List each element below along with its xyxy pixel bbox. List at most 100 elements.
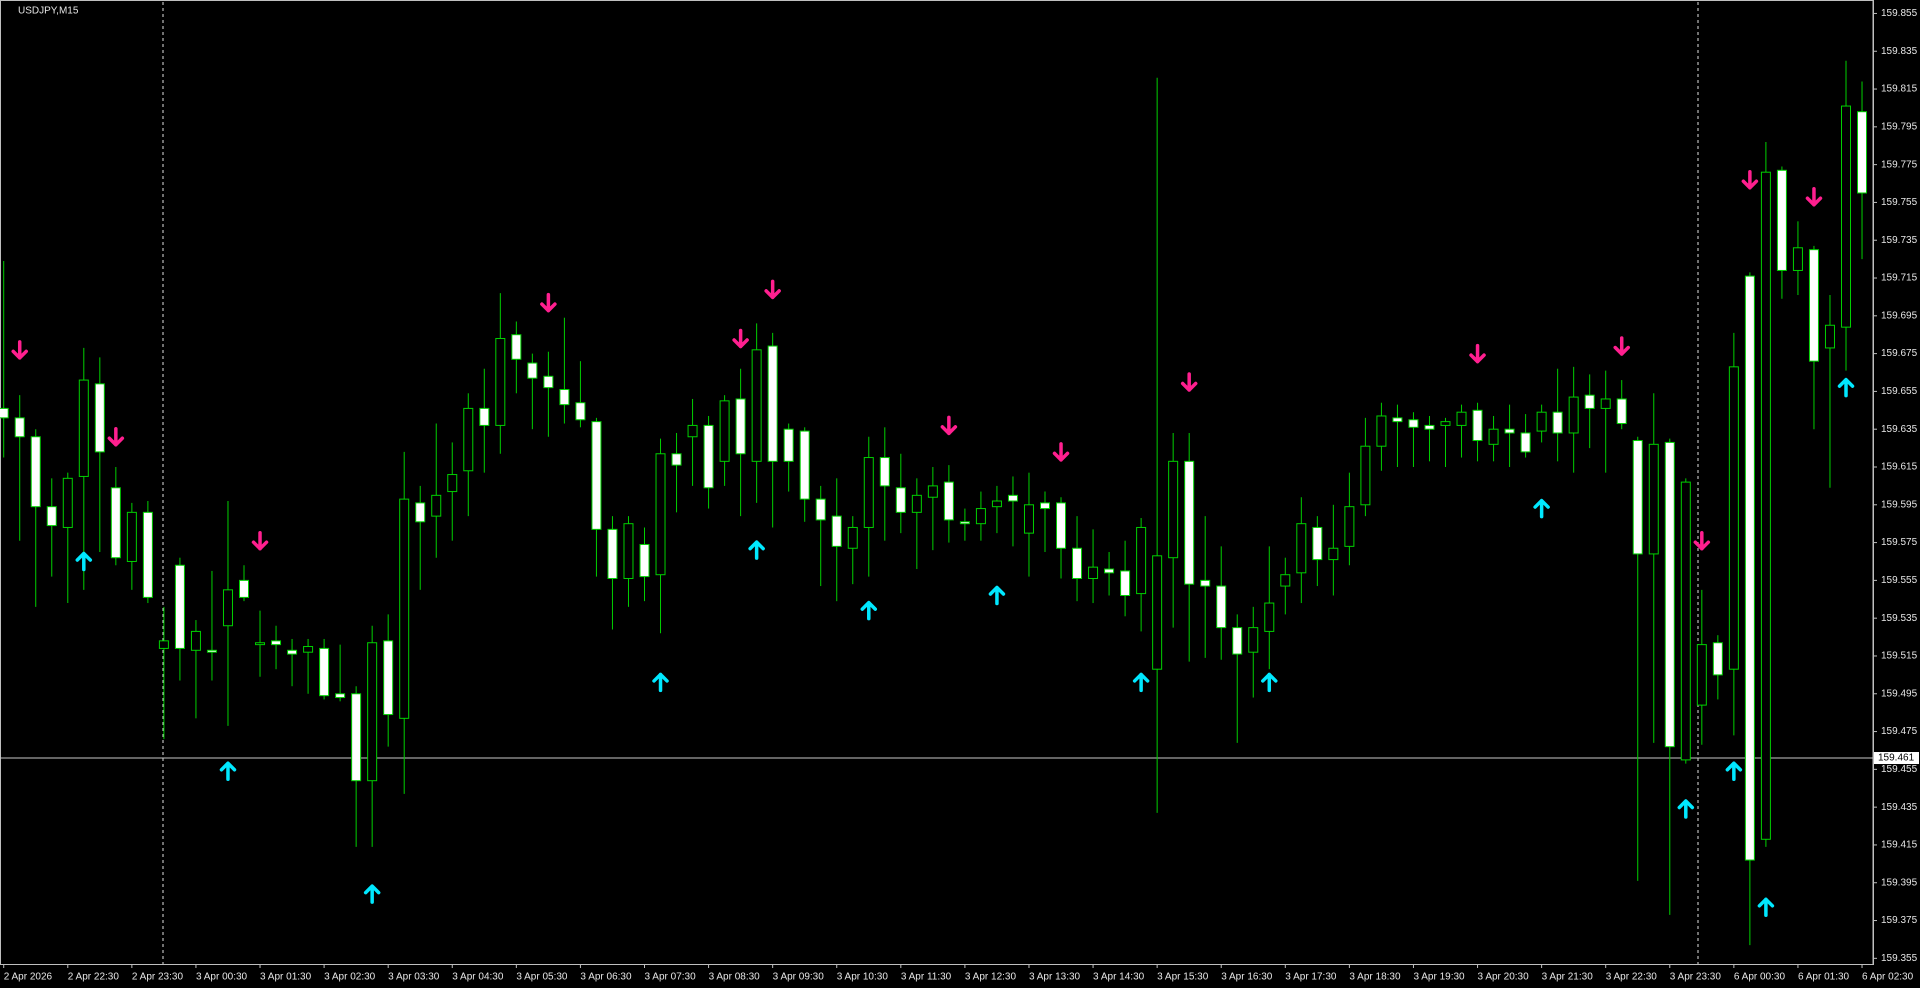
candle-body (1424, 424, 1435, 430)
y-tick-label: 159.755 (1881, 197, 1918, 208)
x-tick-label: 3 Apr 05:30 (516, 972, 568, 983)
candle-body (1056, 502, 1067, 549)
x-tick-label: 2 Apr 22:30 (68, 972, 120, 983)
candle-body (1600, 398, 1611, 409)
candle-body (415, 502, 426, 523)
candle-body (287, 649, 298, 655)
candle-body (1392, 417, 1403, 423)
x-tick-label: 3 Apr 00:30 (196, 972, 248, 983)
x-tick-label: 3 Apr 19:30 (1413, 972, 1465, 983)
sell-arrow (1180, 372, 1198, 392)
candle-body (815, 498, 826, 521)
y-tick-label: 159.655 (1881, 386, 1918, 397)
candle-body (751, 349, 762, 462)
buy-arrow (988, 585, 1006, 606)
y-tick-label: 159.415 (1881, 840, 1918, 851)
candle-body (303, 646, 314, 653)
sell-arrow (1741, 169, 1759, 190)
candle-body (879, 457, 890, 487)
buy-arrow (1757, 897, 1775, 918)
x-tick-label: 3 Apr 15:30 (1157, 972, 1209, 983)
y-tick-label: 159.395 (1881, 877, 1918, 888)
candle-body (959, 521, 970, 525)
candle-body (1472, 409, 1483, 442)
y-tick-label: 159.615 (1881, 462, 1918, 473)
x-tick-label: 6 Apr 01:30 (1798, 972, 1850, 983)
buy-arrow (652, 672, 669, 693)
sell-arrow (1052, 442, 1070, 462)
candle-body (1808, 249, 1819, 362)
candle-body (1216, 585, 1227, 629)
sell-arrow (1805, 187, 1823, 207)
x-tick-label: 2 Apr 2026 (4, 972, 53, 983)
candle-body (1136, 526, 1147, 595)
y-tick-label: 159.695 (1881, 310, 1918, 321)
candle-body (239, 579, 249, 598)
candle-body (1456, 411, 1467, 426)
x-tick-label: 3 Apr 07:30 (645, 972, 697, 983)
buy-arrow (1725, 761, 1743, 781)
sell-arrow (540, 292, 557, 313)
y-tick-label: 159.595 (1881, 499, 1918, 510)
x-tick-label: 3 Apr 06:30 (580, 972, 632, 983)
candle-body (1744, 275, 1755, 861)
x-tick-label: 3 Apr 18:30 (1349, 972, 1401, 983)
sell-arrow (940, 415, 958, 436)
x-tick-label: 3 Apr 08:30 (709, 972, 761, 983)
candle-body (1184, 460, 1195, 585)
candle-body (383, 640, 394, 716)
candle-body (1568, 396, 1579, 434)
candle-body (975, 508, 986, 525)
candle-body (1152, 555, 1163, 670)
x-tick-label: 3 Apr 23:30 (1670, 972, 1722, 983)
x-tick-label: 3 Apr 22:30 (1606, 972, 1658, 983)
y-tick-label: 159.735 (1881, 235, 1918, 246)
candle-body (271, 640, 282, 646)
candle-body (1328, 547, 1339, 561)
candle-body (479, 407, 490, 426)
candle-body (1040, 502, 1050, 510)
candle-body (671, 453, 682, 466)
candle-body (927, 485, 938, 498)
buy-arrow (1677, 799, 1695, 819)
candle-body (1248, 627, 1259, 653)
candle-body (255, 642, 266, 646)
y-tick-label: 159.455 (1881, 764, 1918, 775)
candle-body (206, 649, 217, 653)
candle-body (1280, 574, 1291, 587)
y-tick-label: 159.435 (1881, 802, 1918, 813)
candle-body (1792, 247, 1803, 271)
buy-arrow (219, 761, 237, 781)
candle-body (399, 498, 410, 719)
candle-body (559, 389, 570, 406)
candle-body (991, 500, 1002, 508)
candle-body (14, 417, 25, 438)
candle-body (174, 564, 185, 649)
candle-body (1616, 398, 1627, 425)
candle-body (719, 400, 730, 462)
candle-body (1857, 111, 1868, 194)
y-tick-label: 159.355 (1881, 953, 1918, 964)
x-tick-label: 3 Apr 09:30 (773, 972, 825, 983)
x-tick-label: 2 Apr 23:30 (132, 972, 184, 983)
candle-body (575, 402, 586, 421)
chart-title: USDJPY,M15 (18, 6, 79, 17)
candle-body (30, 436, 41, 508)
buy-arrow (1837, 377, 1855, 398)
y-tick-label: 159.555 (1881, 575, 1918, 586)
candle-body (78, 379, 89, 477)
x-tick-label: 3 Apr 03:30 (388, 972, 440, 983)
candle-body (447, 474, 458, 493)
buy-arrow (1132, 672, 1150, 693)
sell-arrow (11, 340, 28, 360)
candle-body (1536, 411, 1547, 432)
plot-frame (0, 0, 1874, 965)
y-tick-label: 159.835 (1881, 46, 1918, 57)
candle-body (1680, 481, 1691, 761)
candle-body (591, 421, 602, 530)
y-tick-label: 159.795 (1881, 121, 1918, 132)
candle-body (1088, 566, 1099, 579)
candle-body (799, 430, 810, 500)
candle-body (1376, 415, 1387, 447)
candle-body (1296, 523, 1307, 574)
